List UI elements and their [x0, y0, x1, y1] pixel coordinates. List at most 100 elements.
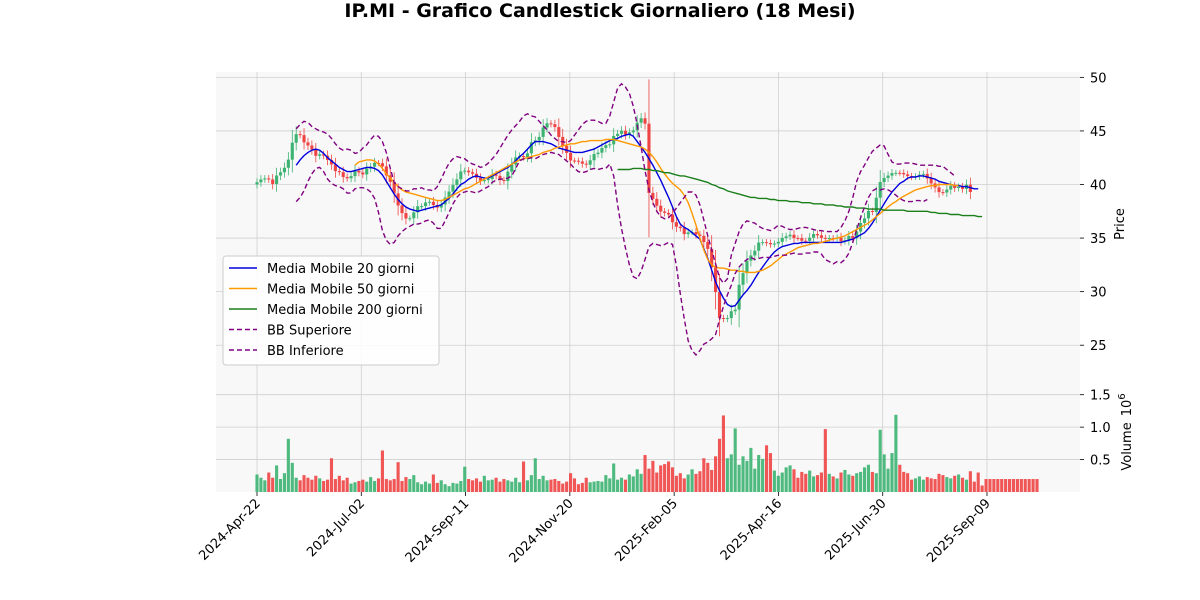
volume-bar — [314, 475, 318, 492]
candle-body — [482, 180, 486, 182]
volume-bar — [823, 429, 827, 492]
volume-bar — [318, 478, 322, 492]
candle-body — [839, 237, 843, 242]
candle-body — [267, 178, 271, 180]
volume-bar — [714, 456, 718, 492]
volume-bar — [267, 472, 271, 492]
candle-body — [278, 172, 283, 176]
candle-body — [925, 173, 929, 179]
volume-bar — [847, 474, 851, 492]
candle-body — [412, 212, 416, 219]
candle-body — [486, 179, 490, 181]
volume-bar — [1004, 479, 1008, 492]
volume-bar — [757, 455, 761, 492]
volume-bar — [682, 478, 686, 492]
volume-bar — [576, 484, 580, 492]
volume-bar — [753, 468, 757, 492]
candle-body — [600, 147, 604, 153]
candle-body — [588, 160, 592, 165]
candle-body — [306, 142, 310, 146]
volume-bar — [894, 414, 898, 492]
price-tick-label: 25 — [1090, 339, 1107, 354]
volume-bar — [851, 475, 855, 492]
x-tick-label: 2024-Sep-11 — [403, 496, 473, 566]
volume-bar — [1015, 479, 1019, 492]
candle-body — [380, 163, 384, 167]
volume-bar — [964, 479, 969, 492]
volume-bar — [913, 478, 918, 492]
candle-body — [557, 127, 561, 137]
candle-body — [408, 218, 412, 220]
volume-bar — [862, 467, 867, 492]
volume-bar — [502, 479, 506, 492]
candle-body — [670, 214, 675, 223]
candle-body — [815, 234, 820, 236]
volume-bar — [835, 478, 839, 492]
volume-bar — [619, 477, 624, 492]
candle-body — [459, 171, 463, 180]
volume-bar — [329, 458, 334, 492]
volume-bar — [859, 471, 863, 492]
candle-body — [808, 237, 812, 241]
volume-bar — [255, 474, 259, 492]
candle-body — [960, 186, 965, 189]
candle-body — [953, 185, 957, 189]
candle-body — [263, 178, 267, 180]
volume-bar — [815, 475, 820, 492]
candle-body — [345, 177, 349, 179]
volume-bar — [259, 477, 263, 492]
candle-body — [776, 241, 780, 244]
volume-bar — [804, 473, 808, 492]
volume-bar — [643, 455, 647, 492]
volume-bar — [960, 477, 965, 492]
volume-bar — [749, 447, 753, 492]
candle-body — [416, 206, 420, 213]
candle-body — [623, 130, 628, 135]
candle-body — [502, 180, 506, 182]
candle-body — [643, 118, 647, 124]
volume-bar — [1031, 479, 1035, 492]
volume-bar — [580, 482, 584, 492]
volume-bar — [761, 458, 765, 492]
candle-body — [580, 161, 584, 164]
candle-body — [764, 242, 769, 244]
legend-box — [222, 255, 440, 366]
candle-body — [957, 186, 961, 189]
volume-y-ticks: 0.5 1.0 1.5 — [1080, 389, 1111, 469]
volume-bar — [486, 480, 490, 492]
candle-body — [796, 238, 800, 240]
volume-gridlines — [216, 394, 1080, 460]
volume-bar — [518, 482, 522, 492]
series-line-0 — [295, 133, 979, 308]
volume-bar — [933, 479, 937, 492]
volume-bar — [839, 472, 843, 492]
volume-bar — [808, 470, 812, 492]
volume-bar — [423, 481, 428, 492]
volume-bar — [910, 479, 914, 492]
candle-body — [529, 142, 533, 154]
volume-bar — [427, 483, 432, 492]
volume-bar — [333, 479, 337, 492]
x-tick-label: 2024-Jul-02 — [304, 496, 368, 560]
candle-body — [698, 234, 702, 236]
volume-bar — [420, 484, 424, 492]
candle-body — [290, 142, 294, 160]
price-tick-label: 35 — [1090, 232, 1107, 247]
volume-bar — [396, 462, 400, 492]
volume-bar — [369, 477, 373, 492]
volume-bar — [788, 465, 792, 492]
candle-body — [596, 152, 600, 155]
volume-bar — [639, 473, 643, 492]
volume-bar — [882, 454, 886, 492]
candle-body — [255, 182, 259, 185]
candle-body — [800, 238, 804, 241]
volume-bar — [451, 482, 455, 492]
candle-body — [902, 172, 906, 175]
volume-bar — [996, 479, 1000, 492]
candle-body — [827, 238, 831, 240]
volume-bar — [380, 450, 384, 492]
volume-bar — [616, 479, 620, 492]
candle-body — [674, 222, 678, 227]
volume-bar — [353, 482, 357, 492]
candle-body — [510, 164, 514, 172]
